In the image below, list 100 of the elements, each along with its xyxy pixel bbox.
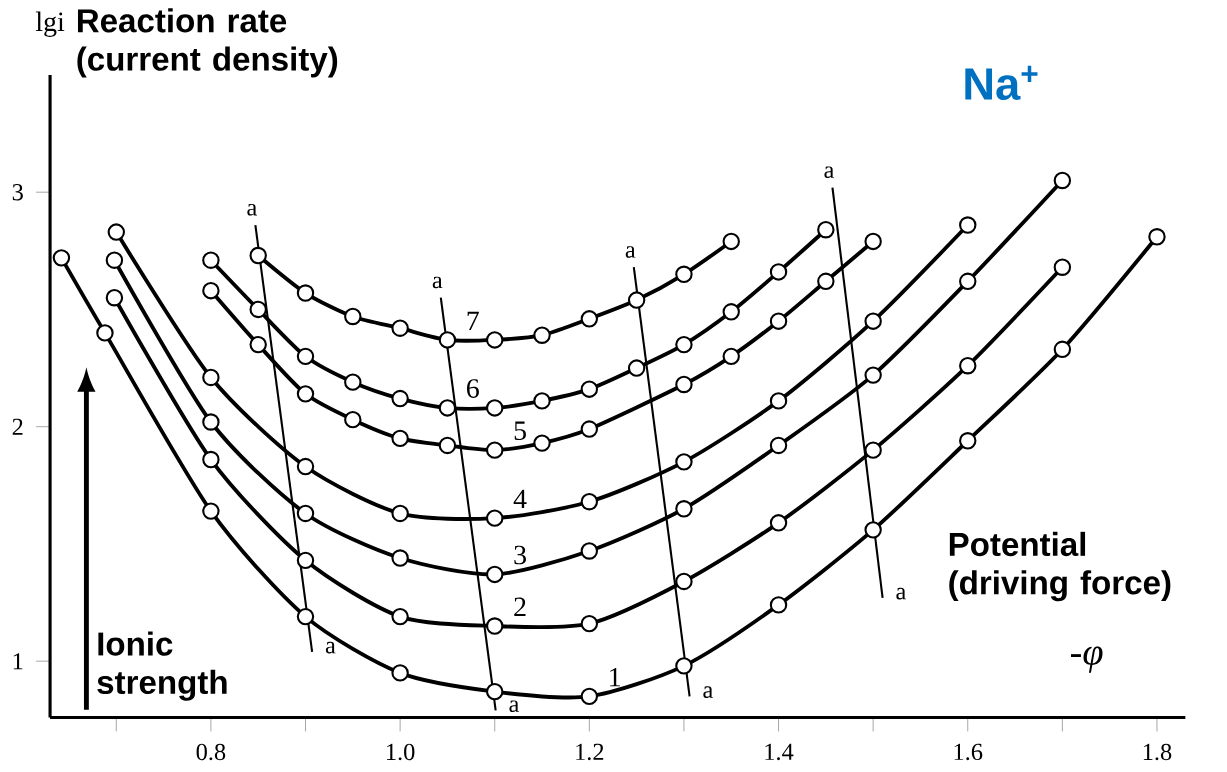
point	[296, 551, 315, 570]
point	[769, 436, 788, 455]
point	[769, 263, 788, 281]
point	[722, 303, 740, 321]
annotation: a	[432, 276, 443, 289]
point	[817, 221, 835, 239]
point	[959, 357, 977, 375]
point	[959, 272, 977, 291]
point	[296, 504, 315, 523]
x-tick-label: 1.4	[765, 743, 794, 761]
x-axis-title: -φ	[1071, 646, 1103, 673]
point	[486, 617, 504, 635]
annotation: Reaction rate (current density)	[77, 8, 338, 78]
point	[675, 572, 693, 591]
x-tick-label: 1.2	[576, 743, 604, 761]
point	[107, 223, 126, 241]
annotation: a	[625, 246, 636, 258]
point	[202, 282, 220, 300]
point	[202, 502, 220, 520]
annotation: a	[325, 641, 336, 654]
annotation: a	[247, 204, 257, 216]
point	[959, 432, 977, 450]
annotation: a	[896, 587, 906, 600]
y-tick-label: 3	[12, 184, 23, 201]
point	[627, 291, 646, 309]
point	[391, 389, 409, 408]
point	[817, 272, 835, 291]
point	[580, 420, 599, 438]
point	[675, 375, 693, 394]
x-tick-label: 1.6	[954, 743, 983, 761]
point	[580, 687, 599, 706]
point	[580, 310, 599, 328]
point	[580, 493, 599, 511]
point	[627, 359, 646, 377]
point	[296, 284, 315, 302]
point	[202, 368, 220, 387]
point	[438, 436, 457, 455]
series-label: 6	[466, 379, 479, 398]
point	[391, 607, 409, 626]
point	[391, 504, 409, 523]
point	[202, 450, 220, 469]
x-tick-label: 1.0	[387, 743, 415, 761]
series-label: 2	[514, 597, 526, 617]
point	[675, 500, 693, 518]
point	[580, 542, 599, 560]
annotation: a	[509, 700, 520, 713]
point	[344, 410, 362, 429]
point	[344, 373, 362, 391]
point	[249, 335, 267, 354]
series-label: 5	[514, 421, 526, 441]
point	[1053, 171, 1072, 190]
series-label: 1	[610, 667, 620, 687]
point	[391, 319, 409, 337]
point	[105, 251, 124, 269]
point	[391, 549, 409, 567]
point	[1148, 228, 1166, 246]
point	[486, 509, 504, 527]
point	[1053, 340, 1072, 359]
point	[769, 392, 788, 410]
point	[391, 429, 409, 448]
point	[864, 232, 882, 251]
point	[296, 457, 315, 476]
point	[864, 366, 882, 384]
point	[438, 399, 457, 417]
point	[864, 441, 882, 459]
point	[202, 251, 220, 269]
x-tick-label: 0.8	[196, 743, 226, 761]
point	[96, 324, 114, 342]
point	[486, 399, 504, 417]
point	[296, 607, 315, 626]
point	[675, 657, 693, 675]
point	[675, 453, 693, 471]
point	[675, 335, 693, 354]
y-tick-label: 2	[12, 418, 23, 435]
point	[486, 331, 504, 349]
point	[344, 307, 362, 326]
point	[486, 565, 504, 584]
point	[769, 312, 788, 330]
y-tick-label: 1	[13, 653, 23, 670]
point	[438, 331, 457, 349]
annotation: Ionic strength	[97, 631, 227, 701]
point	[533, 392, 551, 410]
point	[52, 249, 71, 267]
point	[722, 232, 740, 251]
point	[486, 441, 504, 459]
chart-title: Na$^{+}$	[965, 65, 1038, 101]
annotation: Potential (driving force)	[949, 531, 1171, 602]
point	[580, 614, 599, 633]
series-label: 7	[467, 311, 479, 330]
point	[580, 380, 599, 398]
point	[864, 521, 882, 539]
point	[533, 326, 551, 344]
point	[486, 682, 504, 701]
point	[533, 434, 551, 452]
annotation: a	[703, 686, 713, 699]
point	[769, 596, 788, 614]
point	[391, 664, 409, 682]
point	[249, 300, 267, 319]
point	[296, 347, 315, 366]
series-label: 3	[514, 545, 526, 565]
